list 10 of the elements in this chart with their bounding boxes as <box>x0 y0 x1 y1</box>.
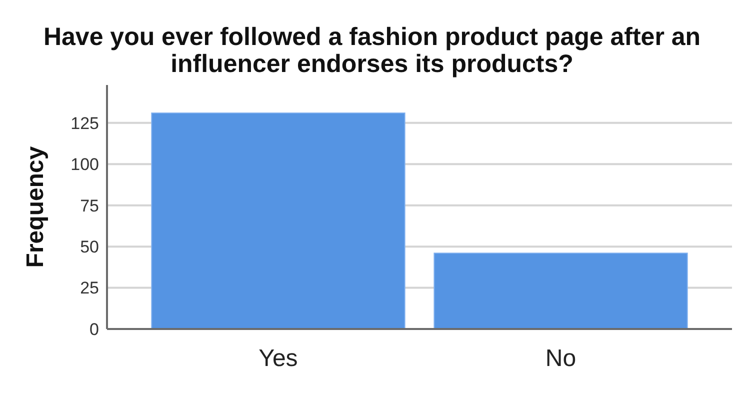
y-tick-label: 0 <box>90 320 99 339</box>
y-tick-label: 100 <box>70 155 99 174</box>
y-tick-label: 75 <box>80 196 99 216</box>
y-tick-label: 25 <box>80 278 99 298</box>
chart-title: Have you ever followed a fashion product page after an influencer endorses its products? <box>43 23 701 78</box>
x-tick-label: No <box>545 345 576 372</box>
y-tick-label: 125 <box>70 114 99 133</box>
y-tick-label: 50 <box>80 238 99 257</box>
y-axis-title: Frequency <box>22 146 49 268</box>
x-tick-label: Yes <box>258 345 298 372</box>
